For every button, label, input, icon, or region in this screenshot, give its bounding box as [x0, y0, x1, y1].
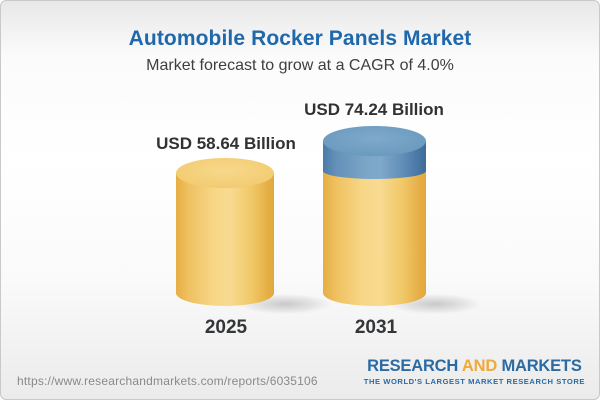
logo-wordmark: RESEARCH AND MARKETS [364, 358, 585, 375]
logo-markets: MARKETS [501, 357, 582, 375]
logo: RESEARCH AND MARKETS THE WORLD'S LARGEST… [364, 358, 585, 385]
chart-title: Automobile Rocker Panels Market [128, 27, 472, 50]
logo-tagline: THE WORLD'S LARGEST MARKET RESEARCH STOR… [363, 376, 585, 386]
cylinder-bar-2025 [176, 158, 274, 306]
category-label-2025: 2025 [204, 317, 248, 338]
category-label-2031: 2031 [354, 317, 398, 338]
report-url: https://www.researchandmarkets.com/repor… [17, 374, 318, 388]
logo-and: AND [461, 357, 498, 375]
logo-research: RESEARCH [367, 357, 459, 375]
value-label-2025: USD 58.64 Billion [156, 134, 296, 153]
chart-subtitle: Market forecast to grow at a CAGR of 4.0… [146, 57, 454, 74]
cylinder-bar-2031 [323, 126, 426, 306]
value-label-2031: USD 74.24 Billion [304, 100, 444, 119]
